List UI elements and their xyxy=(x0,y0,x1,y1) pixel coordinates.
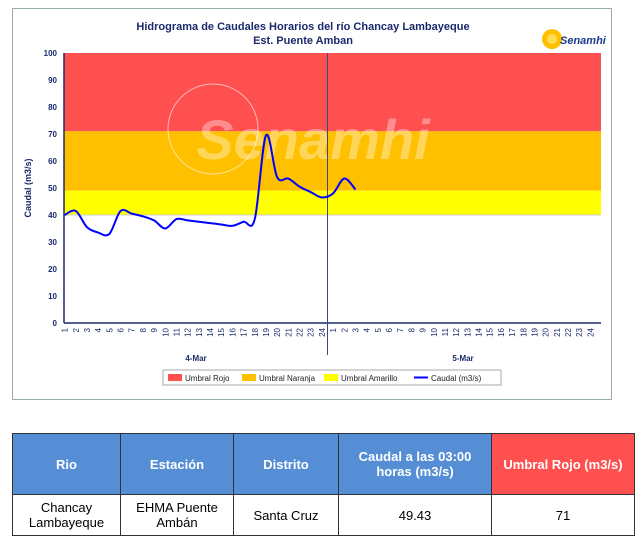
x-tick-label: 11 xyxy=(441,327,450,336)
x-tick-label: 14 xyxy=(206,327,215,336)
x-tick-label: 1 xyxy=(329,327,338,332)
summary-table: Rio Estación Distrito Caudal a las 03:00… xyxy=(12,433,635,536)
x-tick-label: 17 xyxy=(240,327,249,336)
cell-rio: Chancay Lambayeque xyxy=(12,494,121,536)
x-tick-label: 4 xyxy=(94,327,103,332)
x-tick-label: 21 xyxy=(284,327,293,336)
watermark-text: Senamhi xyxy=(196,108,431,171)
senamhi-logo: Senamhi xyxy=(541,25,609,55)
header-caudal: Caudal a las 03:00 horas (m3/s) xyxy=(338,433,492,495)
header-umbral-rojo: Umbral Rojo (m3/s) xyxy=(491,433,635,495)
day-label: 5-Mar xyxy=(452,354,473,363)
x-tick-label: 19 xyxy=(530,327,539,336)
x-tick-label: 5 xyxy=(105,327,114,332)
x-tick-label: 6 xyxy=(117,327,126,332)
x-tick-label: 9 xyxy=(419,327,428,332)
x-tick-label: 19 xyxy=(262,327,271,336)
chart-subtitle: Est. Puente Amban xyxy=(253,35,353,47)
legend-swatch xyxy=(242,374,256,381)
x-tick-label: 12 xyxy=(452,327,461,336)
x-tick-label: 16 xyxy=(497,327,506,336)
x-tick-label: 7 xyxy=(396,327,405,332)
header-estacion: Estación xyxy=(120,433,234,495)
header-rio: Rio xyxy=(12,433,121,495)
x-tick-label: 13 xyxy=(195,327,204,336)
x-tick-label: 2 xyxy=(340,327,349,332)
y-tick-label: 60 xyxy=(48,157,57,166)
y-tick-label: 50 xyxy=(48,184,57,193)
y-axis-label: Caudal (m3/s) xyxy=(23,158,33,217)
y-tick-label: 80 xyxy=(48,103,57,112)
band-umbral-naranja xyxy=(64,131,601,191)
x-tick-label: 18 xyxy=(251,327,260,336)
cell-caudal: 49.43 xyxy=(338,494,492,536)
x-tick-label: 3 xyxy=(83,327,92,332)
x-tick-label: 22 xyxy=(564,327,573,336)
chart-title: Hidrograma de Caudales Horarios del río … xyxy=(136,21,470,33)
legend-swatch xyxy=(324,374,338,381)
x-tick-label: 6 xyxy=(385,327,394,332)
x-tick-label: 20 xyxy=(273,327,282,336)
x-tick-label: 1 xyxy=(61,327,70,332)
x-tick-label: 5 xyxy=(374,327,383,332)
cell-distrito: Santa Cruz xyxy=(233,494,339,536)
chart-frame: Senamhi 0 10 20 30 40 50 60 70 80 90 100 Caudal (m3/… xyxy=(12,8,612,400)
x-tick-label: 15 xyxy=(486,327,495,336)
x-tick-label: 12 xyxy=(184,327,193,336)
watermark-sun-icon xyxy=(167,83,259,175)
y-tick-label: 0 xyxy=(53,319,58,328)
y-tick-label: 40 xyxy=(48,211,57,220)
x-tick-label: 2 xyxy=(72,327,81,332)
y-tick-label: 90 xyxy=(48,76,57,85)
legend-label: Caudal (m3/s) xyxy=(431,374,482,383)
x-tick-label: 3 xyxy=(351,327,360,332)
band-umbral-rojo xyxy=(64,53,601,132)
x-tick-label: 16 xyxy=(228,327,237,336)
x-tick-label: 9 xyxy=(150,327,159,332)
x-tick-label: 24 xyxy=(318,327,327,336)
y-tick-label: 70 xyxy=(48,130,57,139)
legend-label: Umbral Naranja xyxy=(259,374,316,383)
x-tick-label: 11 xyxy=(172,327,181,336)
x-tick-label: 10 xyxy=(161,327,170,336)
x-tick-label: 18 xyxy=(519,327,528,336)
legend-swatch xyxy=(168,374,182,381)
x-tick-label: 23 xyxy=(575,327,584,336)
x-tick-label: 20 xyxy=(542,327,551,336)
y-tick-label: 30 xyxy=(48,238,57,247)
x-tick-label: 13 xyxy=(463,327,472,336)
svg-text:Senamhi: Senamhi xyxy=(560,35,607,47)
cell-umbral-rojo: 71 xyxy=(491,494,635,536)
cell-estacion: EHMA Puente Ambán xyxy=(120,494,234,536)
day-label: 4-Mar xyxy=(185,354,206,363)
x-tick-label: 10 xyxy=(430,327,439,336)
x-tick-label: 4 xyxy=(363,327,372,332)
x-tick-label: 17 xyxy=(508,327,517,336)
x-tick-label: 24 xyxy=(586,327,595,336)
legend-label: Umbral Amarillo xyxy=(341,374,398,383)
caudal-series-line xyxy=(64,133,357,237)
x-tick-label: 23 xyxy=(307,327,316,336)
hydrograph-chart: Senamhi 0 10 20 30 40 50 60 70 80 90 100 Caudal (m3/… xyxy=(23,49,601,386)
y-tick-label: 100 xyxy=(44,49,58,58)
legend-label: Umbral Rojo xyxy=(185,374,230,383)
x-tick-label: 15 xyxy=(217,327,226,336)
table-header-row: Rio Estación Distrito Caudal a las 03:00… xyxy=(12,433,635,495)
table-row: Chancay Lambayeque EHMA Puente Ambán San… xyxy=(12,494,635,536)
y-tick-label: 10 xyxy=(48,292,57,301)
x-tick-label: 14 xyxy=(475,327,484,336)
y-tick-label: 20 xyxy=(48,265,57,274)
x-tick-label: 22 xyxy=(296,327,305,336)
x-tick-label: 8 xyxy=(407,327,416,332)
x-tick-label: 7 xyxy=(128,327,137,332)
x-tick-label: 8 xyxy=(139,327,148,332)
header-distrito: Distrito xyxy=(233,433,339,495)
x-tick-label: 21 xyxy=(553,327,562,336)
